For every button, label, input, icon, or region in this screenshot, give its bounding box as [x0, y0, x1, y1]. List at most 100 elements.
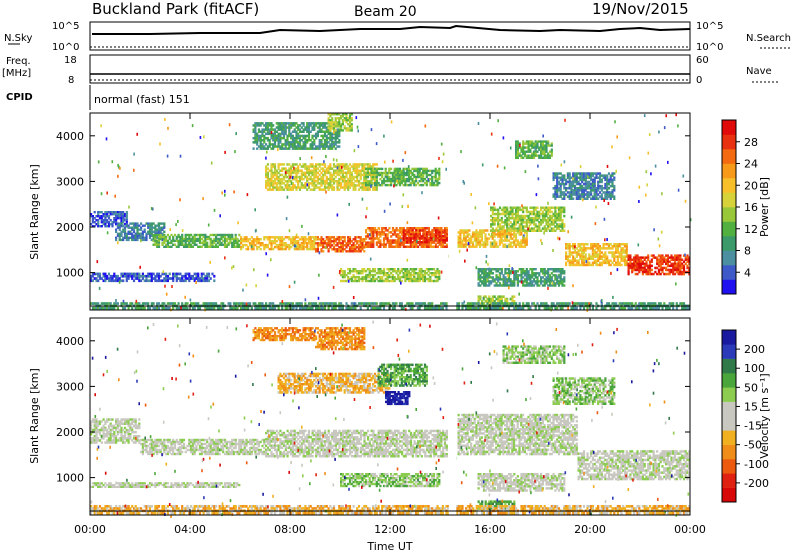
echo-cell: [197, 272, 200, 276]
echo-cell: [431, 169, 434, 173]
echo-cell: [365, 175, 368, 179]
echo-cell: [352, 167, 355, 170]
echo-cell: [550, 148, 553, 151]
echo-cell: [490, 214, 493, 218]
echo-cell: [400, 233, 404, 236]
echo-cell: [368, 268, 371, 271]
echo-cell: [400, 177, 403, 181]
echo-cell: [372, 188, 375, 191]
echo-cell: [304, 167, 307, 170]
echo-cell: [518, 223, 521, 226]
echo-cell: [295, 139, 298, 142]
echo-cell: [606, 187, 609, 190]
echo-cell: [136, 238, 139, 242]
echo-cell: [407, 173, 411, 177]
echo-cell: [270, 247, 273, 251]
echo-cell: [502, 227, 505, 230]
echo-cell: [348, 240, 352, 243]
echo-cell: [198, 239, 202, 243]
echo-cell: [361, 242, 364, 245]
echo-cell: [434, 227, 438, 230]
echo-cell: [504, 223, 507, 226]
echo-cell: [286, 186, 289, 189]
echo-cell: [573, 184, 577, 188]
echo-cell: [432, 272, 436, 275]
echo-cell: [348, 184, 352, 187]
echo-cell: [498, 278, 502, 281]
echo-cell: [322, 143, 325, 146]
echo-cell: [350, 180, 353, 183]
echo-cell: [470, 239, 473, 242]
echo-cell: [429, 275, 432, 279]
echo-cell: [436, 279, 439, 283]
echo-cell: [298, 163, 302, 166]
echo-cell: [525, 140, 528, 143]
echo-cell: [543, 229, 546, 232]
echo-cell: [418, 183, 421, 187]
echo-cell: [433, 235, 436, 238]
echo-cell: [480, 237, 483, 240]
echo-cell: [379, 239, 382, 242]
echo-cell: [338, 165, 341, 168]
echo-cell: [197, 239, 200, 243]
echo-cell: [600, 187, 603, 190]
echo-cell: [566, 187, 569, 190]
echo-cell: [436, 233, 439, 236]
echo-cell: [336, 173, 339, 177]
echo-cell: [384, 173, 387, 177]
echo-cell: [352, 186, 355, 189]
echo-cell: [522, 229, 525, 232]
echo-cell: [343, 163, 346, 166]
echo-cell: [640, 266, 643, 270]
echo-cell: [309, 240, 312, 243]
echo-cell: [477, 237, 480, 240]
echo-cell: [243, 238, 246, 241]
echo-cell: [202, 243, 205, 246]
echo-cell: [170, 239, 173, 243]
echo-cell: [332, 238, 336, 241]
echo-cell: [263, 136, 266, 140]
echo-cell: [582, 249, 586, 252]
echo-cell: [563, 193, 566, 196]
echo-cell: [372, 229, 375, 232]
echo-cell: [461, 245, 464, 248]
echo-cell: [327, 244, 330, 247]
echo-cell: [115, 221, 118, 224]
echo-cell: [561, 206, 564, 209]
echo-cell: [173, 233, 177, 237]
echo-cell: [577, 191, 580, 194]
echo-cell: [273, 136, 277, 140]
echo-cell: [357, 184, 361, 187]
echo-cell: [272, 143, 275, 146]
echo-cell: [347, 236, 350, 239]
echo-cell: [679, 272, 682, 276]
echo-cell: [573, 243, 577, 246]
echo-cell: [516, 229, 519, 232]
echo-cell: [288, 143, 291, 146]
echo-cell: [561, 176, 564, 179]
echo-cell: [582, 257, 586, 260]
echo-cell: [409, 231, 412, 234]
echo-cell: [616, 261, 619, 265]
power-echo-band: [477, 268, 566, 287]
echo-cell: [277, 186, 280, 189]
echo-cell: [442, 237, 445, 240]
echo-cell: [345, 244, 348, 247]
echo-cell: [390, 245, 393, 248]
echo-cell: [136, 272, 139, 276]
echo-cell: [420, 227, 423, 230]
echo-cell: [579, 263, 582, 267]
echo-cell: [495, 227, 498, 230]
echo-cell: [277, 165, 280, 168]
echo-cell: [286, 139, 289, 142]
echo-cell: [591, 174, 594, 177]
echo-cell: [686, 264, 689, 268]
echo-cell: [125, 211, 128, 214]
echo-cell: [559, 216, 562, 220]
echo-cell: [386, 273, 389, 277]
echo-cell: [623, 263, 627, 267]
echo-cell: [464, 237, 467, 240]
echo-cell: [165, 245, 168, 248]
echo-cell: [297, 141, 300, 144]
